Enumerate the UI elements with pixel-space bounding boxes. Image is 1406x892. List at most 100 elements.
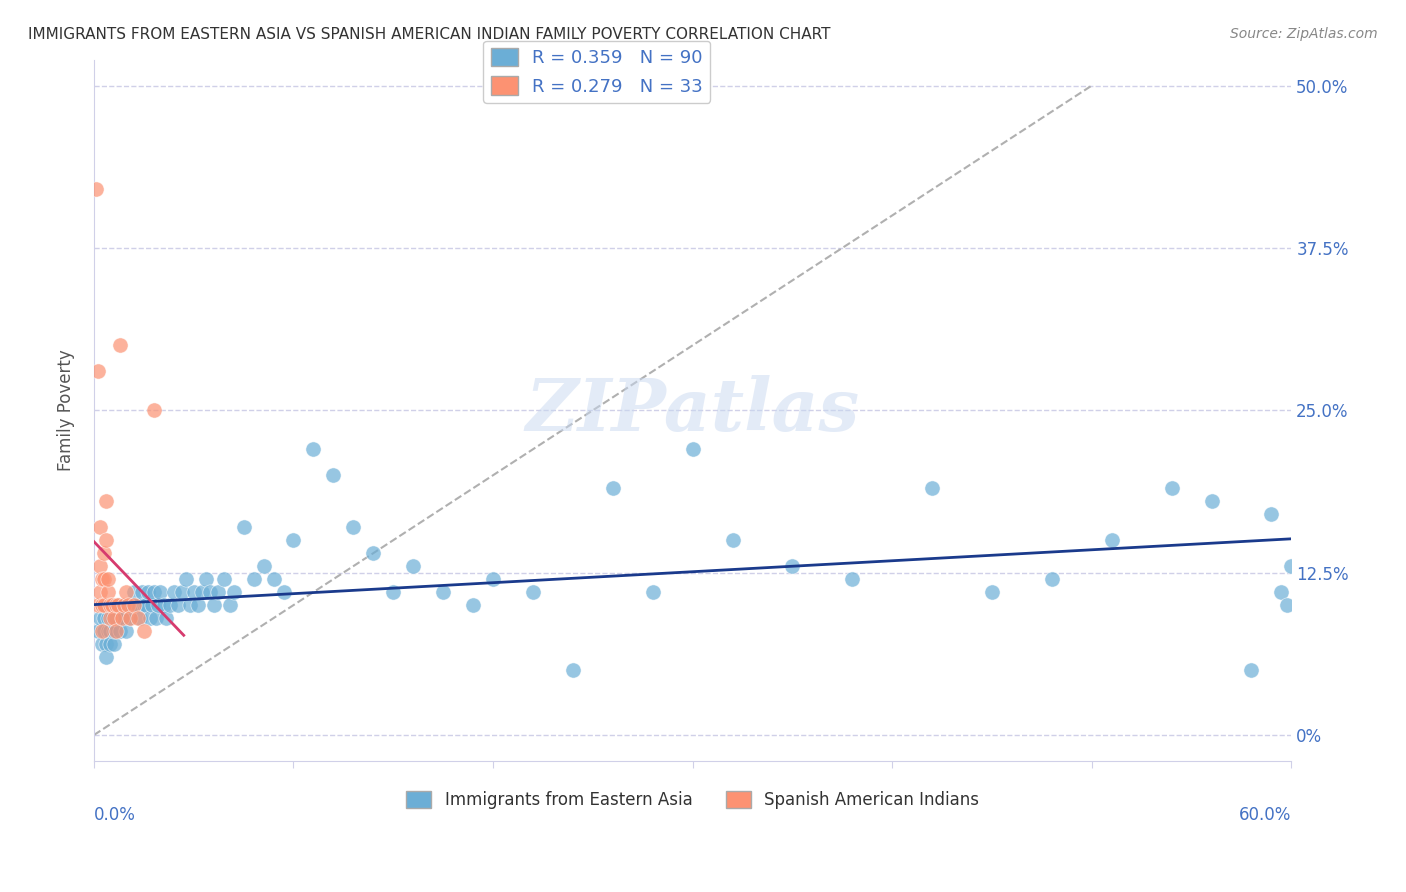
Point xyxy=(273,585,295,599)
Point xyxy=(89,585,111,599)
Point xyxy=(1160,481,1182,495)
Point xyxy=(90,598,112,612)
Point xyxy=(263,572,285,586)
Point xyxy=(101,598,124,612)
Point xyxy=(94,637,117,651)
Point xyxy=(94,494,117,508)
Point xyxy=(94,533,117,548)
Point xyxy=(132,624,155,638)
Point xyxy=(159,598,181,612)
Point xyxy=(202,598,225,612)
Point xyxy=(363,546,385,560)
Point xyxy=(103,611,125,625)
Point xyxy=(342,520,364,534)
Point xyxy=(641,585,664,599)
Point xyxy=(93,611,115,625)
Point xyxy=(232,520,254,534)
Point xyxy=(98,624,121,638)
Point xyxy=(121,598,143,612)
Point xyxy=(302,442,325,457)
Point xyxy=(1260,507,1282,521)
Point xyxy=(87,598,110,612)
Point xyxy=(145,611,167,625)
Point xyxy=(101,611,124,625)
Point xyxy=(115,624,138,638)
Point xyxy=(218,598,240,612)
Point xyxy=(682,442,704,457)
Point xyxy=(1040,572,1063,586)
Text: IMMIGRANTS FROM EASTERN ASIA VS SPANISH AMERICAN INDIAN FAMILY POVERTY CORRELATI: IMMIGRANTS FROM EASTERN ASIA VS SPANISH … xyxy=(28,27,831,42)
Point xyxy=(1101,533,1123,548)
Point xyxy=(101,598,124,612)
Point xyxy=(207,585,229,599)
Point xyxy=(136,585,159,599)
Point xyxy=(128,611,150,625)
Point xyxy=(90,572,112,586)
Point xyxy=(127,611,149,625)
Point xyxy=(174,572,197,586)
Point xyxy=(1240,663,1263,677)
Point xyxy=(432,585,454,599)
Text: Source: ZipAtlas.com: Source: ZipAtlas.com xyxy=(1230,27,1378,41)
Point xyxy=(142,403,165,417)
Point xyxy=(93,624,115,638)
Point xyxy=(122,598,145,612)
Point xyxy=(170,585,193,599)
Point xyxy=(461,598,484,612)
Point xyxy=(135,598,157,612)
Point xyxy=(187,598,209,612)
Point xyxy=(90,637,112,651)
Legend: Immigrants from Eastern Asia, Spanish American Indians: Immigrants from Eastern Asia, Spanish Am… xyxy=(399,784,986,816)
Text: 0.0%: 0.0% xyxy=(94,806,136,824)
Point xyxy=(118,611,141,625)
Point xyxy=(117,598,139,612)
Point xyxy=(194,572,217,586)
Point xyxy=(283,533,305,548)
Point xyxy=(252,559,274,574)
Point xyxy=(112,611,135,625)
Point xyxy=(108,624,131,638)
Point xyxy=(103,624,125,638)
Point xyxy=(132,598,155,612)
Point xyxy=(90,624,112,638)
Point xyxy=(127,598,149,612)
Point xyxy=(97,585,120,599)
Point xyxy=(98,598,121,612)
Point xyxy=(112,598,135,612)
Point xyxy=(183,585,205,599)
Point xyxy=(131,585,153,599)
Point xyxy=(117,598,139,612)
Point xyxy=(97,624,120,638)
Point xyxy=(382,585,405,599)
Point xyxy=(1201,494,1223,508)
Point xyxy=(141,598,163,612)
Point xyxy=(115,585,138,599)
Point xyxy=(89,520,111,534)
Text: ZIPatlas: ZIPatlas xyxy=(526,375,859,446)
Point xyxy=(166,598,188,612)
Point xyxy=(97,611,120,625)
Point xyxy=(212,572,235,586)
Point xyxy=(163,585,186,599)
Point xyxy=(93,598,115,612)
Point xyxy=(139,611,162,625)
Point xyxy=(402,559,425,574)
Point xyxy=(482,572,505,586)
Point xyxy=(111,611,134,625)
Point xyxy=(1279,559,1302,574)
Point xyxy=(841,572,863,586)
Point xyxy=(89,611,111,625)
Point xyxy=(921,481,943,495)
Point xyxy=(93,572,115,586)
Point xyxy=(118,611,141,625)
Point xyxy=(1277,598,1299,612)
Point xyxy=(782,559,804,574)
Point xyxy=(322,468,344,483)
Point xyxy=(107,598,129,612)
Point xyxy=(103,637,125,651)
Point xyxy=(98,611,121,625)
Point xyxy=(104,611,127,625)
Point xyxy=(522,585,544,599)
Point xyxy=(602,481,624,495)
Point xyxy=(111,611,134,625)
